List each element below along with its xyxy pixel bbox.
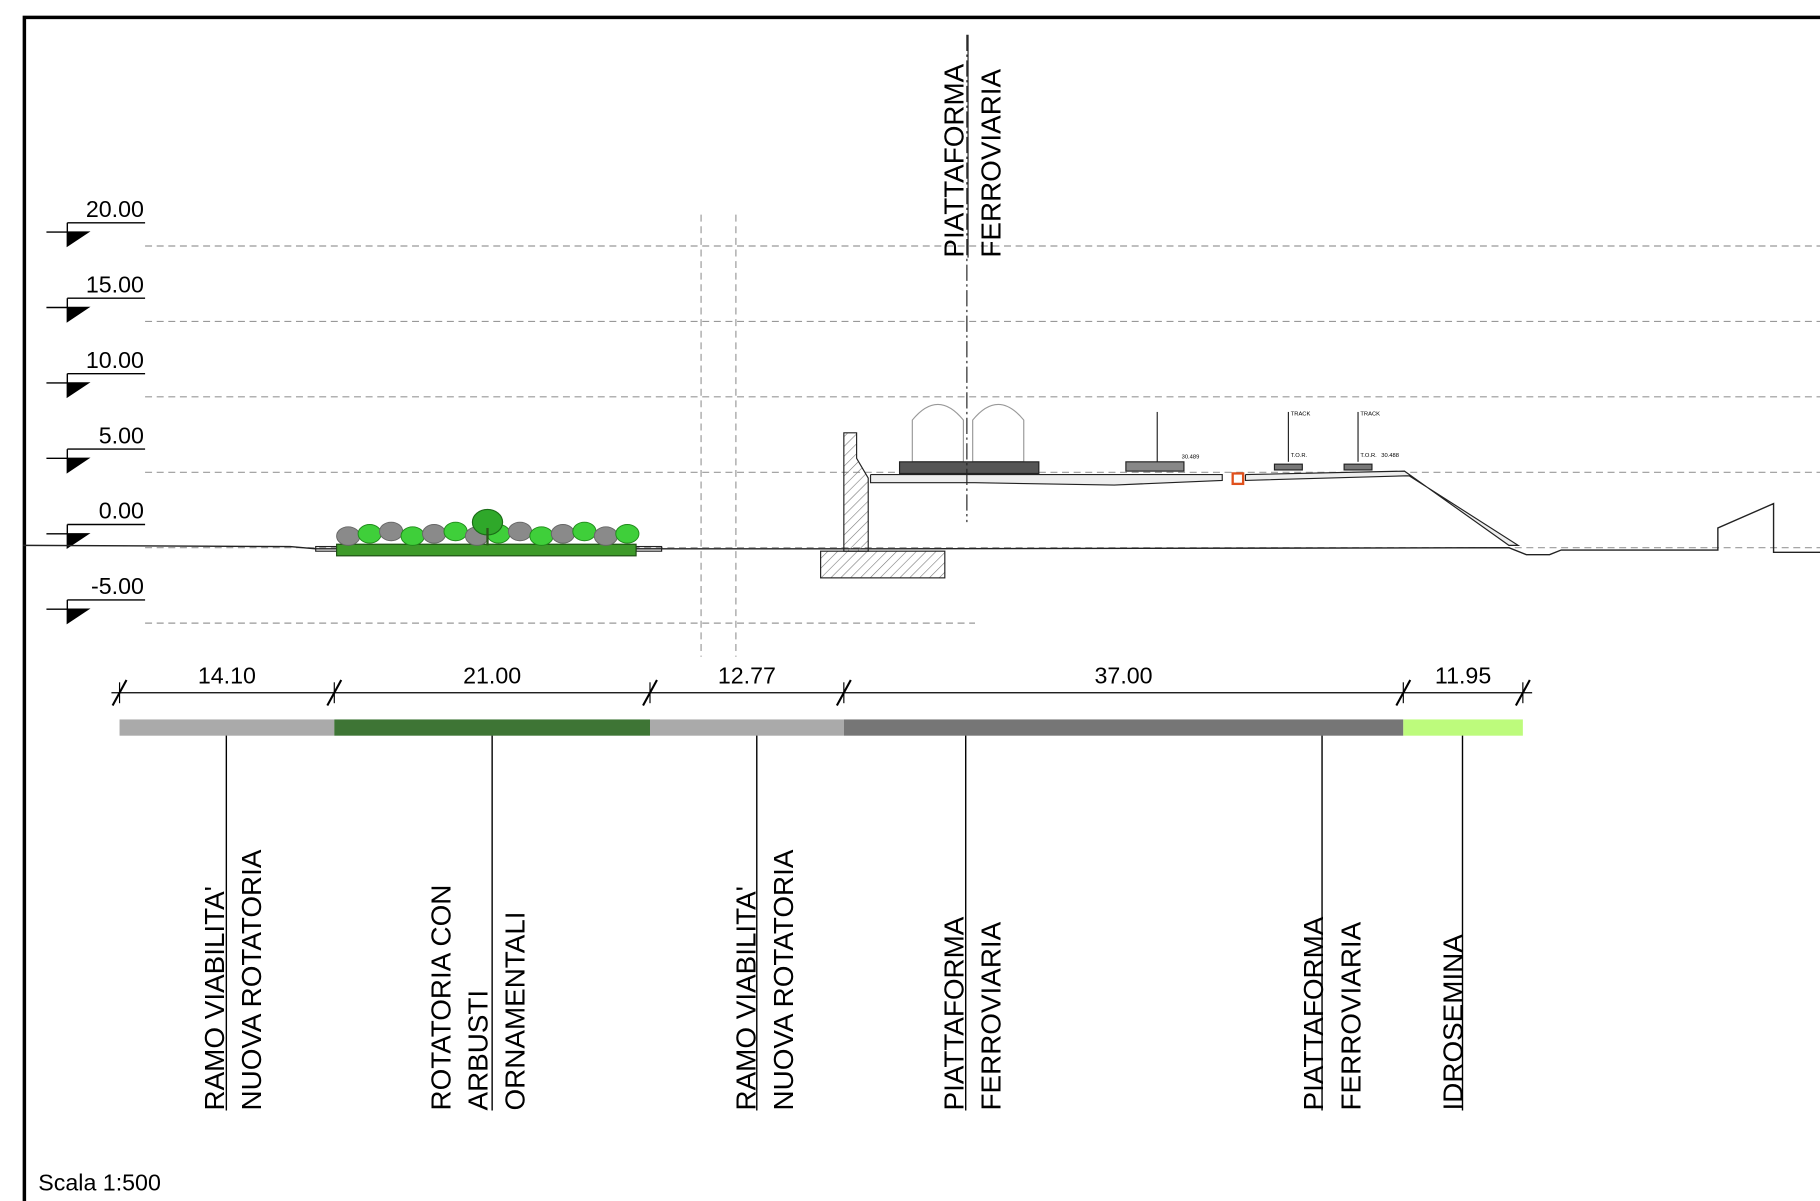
rail-sleeper <box>1125 461 1185 472</box>
shrub <box>593 526 618 546</box>
level-symbol-fill <box>67 609 89 624</box>
dimension-label: 11.95 <box>1435 662 1491 688</box>
grass-bed <box>336 543 637 557</box>
scale-label: Scala 1:500 <box>38 1170 161 1196</box>
dimension-label: 21.00 <box>463 662 521 688</box>
track-note: TRACK <box>1360 411 1380 417</box>
shrub <box>615 524 640 544</box>
tor-note: T.O.R. <box>1360 453 1377 459</box>
level-note: 30.488 <box>1381 453 1399 459</box>
shrub <box>529 526 554 546</box>
level-label: -5.00 <box>91 573 144 599</box>
zone-bar <box>334 719 650 736</box>
zone-label: NUOVA ROTATORIA <box>236 849 267 1110</box>
zone-label: RAMO VIABILITA' <box>199 886 230 1110</box>
shrub <box>443 521 468 542</box>
shrub <box>507 521 533 542</box>
shrub <box>572 521 597 542</box>
zone-label: FERROVIARIA <box>976 921 1007 1110</box>
train-outline <box>911 404 964 463</box>
dimension-label: 12.77 <box>718 662 776 688</box>
rail-platform <box>1244 470 1521 546</box>
zone-label: ARBUSTI <box>462 990 493 1111</box>
rail-sleeper <box>1273 463 1303 471</box>
level-label: 20.00 <box>86 196 144 222</box>
zone-bar <box>650 719 844 736</box>
zone-label: RAMO VIABILITA' <box>731 886 762 1110</box>
top-label: PIATTAFORMA <box>938 63 969 257</box>
zone-label: PIATTAFORMA <box>1298 916 1329 1110</box>
wall-footing <box>820 550 946 579</box>
level-symbol-fill <box>67 458 89 473</box>
level-label: 10.00 <box>86 347 144 373</box>
shrub <box>422 524 447 544</box>
rail-sleeper <box>1343 463 1373 471</box>
dimension-label: 14.10 <box>198 662 256 688</box>
shrub <box>400 526 425 546</box>
zone-label: PIATTAFORMA <box>938 916 969 1110</box>
ground-line <box>23 502 1820 556</box>
shrub <box>336 526 361 546</box>
rail-platform <box>869 474 1223 486</box>
shrub <box>550 524 576 544</box>
shrub <box>357 524 382 544</box>
frame <box>22 15 1820 1201</box>
edge-marker <box>1231 472 1245 486</box>
shrub <box>379 521 404 542</box>
rail-sleeper <box>898 461 1040 475</box>
train-outline <box>972 404 1025 463</box>
zone-bar <box>1403 719 1523 736</box>
retaining-wall <box>843 432 869 552</box>
level-label: 5.00 <box>99 422 144 448</box>
zone-bar <box>119 719 335 736</box>
level-symbol-fill <box>67 307 89 322</box>
zone-label: IDROSEMINA <box>1437 934 1468 1111</box>
zone-label: FERROVIARIA <box>1335 921 1366 1110</box>
zone-label: NUOVA ROTATORIA <box>768 849 799 1110</box>
zone-label: ORNAMENTALI <box>500 911 531 1110</box>
top-label: FERROVIARIA <box>976 68 1007 257</box>
dimension-label: 37.00 <box>1095 662 1153 688</box>
zone-bar <box>843 719 1404 736</box>
level-label: 15.00 <box>86 271 144 297</box>
tor-note: T.O.R. <box>1291 453 1308 459</box>
track-note: TRACK <box>1291 411 1311 417</box>
zone-label: ROTATORIA CON <box>425 885 456 1111</box>
level-label: 0.00 <box>99 498 144 524</box>
level-note: 30.489 <box>1182 454 1200 460</box>
level-symbol-fill <box>67 533 89 548</box>
